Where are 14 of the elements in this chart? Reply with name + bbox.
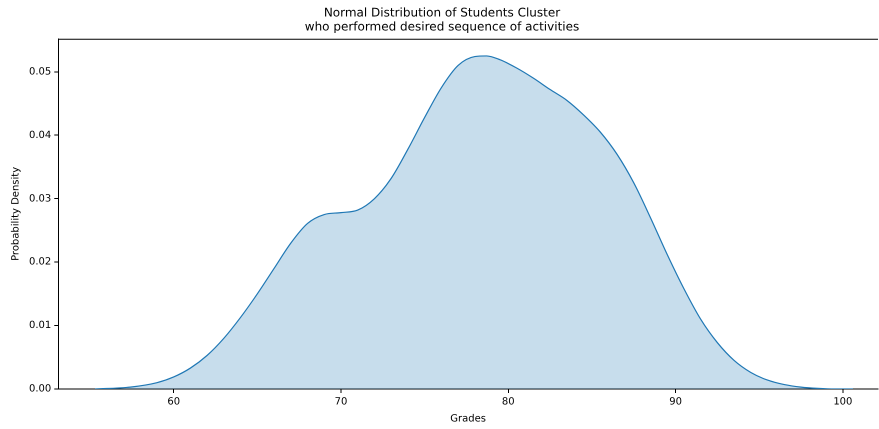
x-tick-label: 90 [669, 396, 682, 408]
y-tick-label: 0.01 [29, 320, 52, 332]
x-tick-label: 80 [502, 396, 515, 408]
y-axis-title: Probability Density [10, 166, 22, 261]
x-axis-title: Grades [450, 414, 486, 425]
chart-title: Normal Distribution of Students Cluster who performed desired sequence of activities [304, 5, 580, 34]
x-tick-label: 70 [334, 396, 348, 408]
y-tick-label: 0.04 [29, 130, 52, 141]
x-tick-label: 100 [833, 396, 852, 408]
x-tick-label: 60 [167, 396, 180, 408]
y-tick-label: 0.02 [29, 256, 52, 268]
y-tick-label: 0.00 [29, 384, 52, 395]
y-tick-label: 0.03 [29, 193, 52, 204]
y-tick-label: 0.05 [29, 66, 52, 78]
